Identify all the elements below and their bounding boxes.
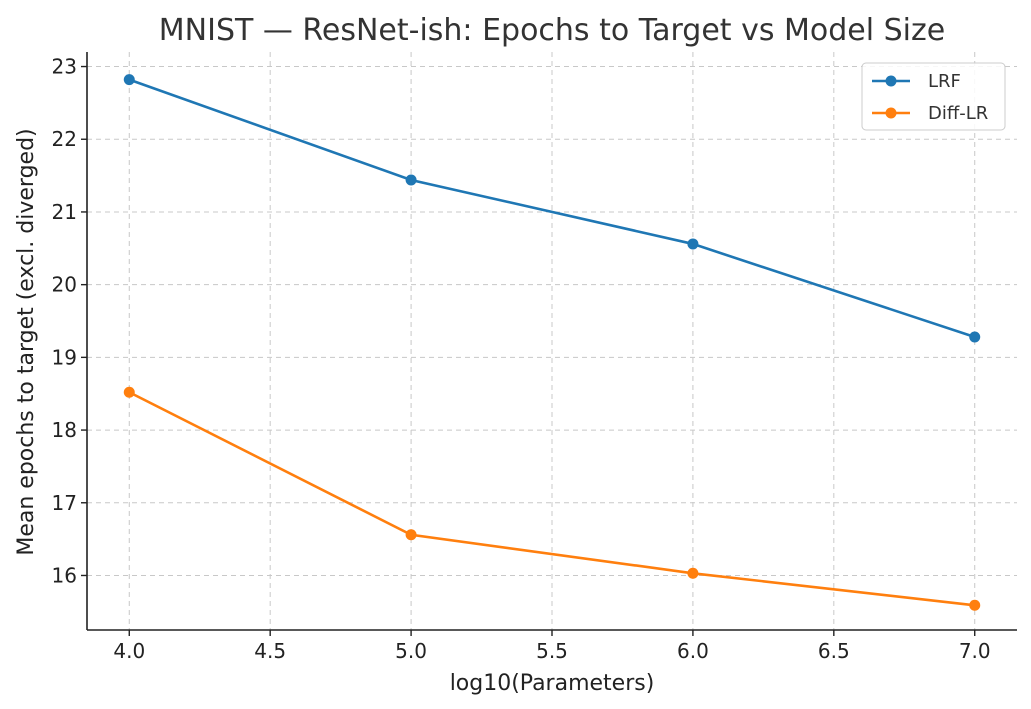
x-axis-label: log10(Parameters) [450, 671, 655, 696]
data-point-diff-lr [687, 567, 699, 579]
series-line-diff-lr [128, 391, 975, 607]
x-axis-ticks: 4.0 4.5 5.0 5.5 6.0 6.5 7.0 [113, 630, 991, 663]
data-point-diff-lr [123, 386, 135, 398]
y-axis-ticks: 16 17 18 19 20 21 22 23 [52, 55, 87, 587]
x-tick-label: 4.0 [113, 639, 145, 663]
x-tick-label: 4.5 [254, 639, 286, 663]
y-tick-label: 17 [52, 491, 77, 515]
chart-title: MNIST — ResNet-ish: Epochs to Target vs … [159, 13, 945, 48]
series-line-lrf [128, 78, 976, 339]
x-tick-label: 6.0 [677, 639, 709, 663]
data-point-lrf [969, 331, 981, 343]
series [123, 74, 981, 611]
x-tick-label: 6.5 [818, 639, 850, 663]
y-tick-label: 23 [52, 55, 77, 79]
y-tick-label: 20 [52, 273, 77, 297]
x-tick-label: 5.5 [536, 639, 568, 663]
legend-marker-lrf [885, 75, 897, 87]
y-tick-label: 19 [52, 345, 77, 369]
y-tick-label: 22 [52, 127, 77, 151]
x-tick-label: 5.0 [395, 639, 427, 663]
y-axis-label: Mean epochs to target (excl. diverged) [14, 128, 39, 555]
legend-label-lrf: LRF [928, 71, 961, 92]
data-point-lrf [405, 174, 417, 186]
data-point-lrf [123, 74, 135, 86]
legend-label-diff-lr: Diff-LR [928, 103, 988, 124]
legend-marker-diff-lr [885, 107, 897, 119]
legend: LRF Diff-LR [861, 62, 1006, 131]
y-tick-label: 18 [52, 418, 77, 442]
grid [87, 52, 1017, 630]
x-tick-label: 7.0 [959, 639, 991, 663]
data-point-diff-lr [405, 529, 417, 541]
data-point-diff-lr [969, 599, 981, 611]
data-point-lrf [687, 238, 699, 250]
y-tick-label: 16 [52, 563, 77, 587]
y-tick-label: 21 [52, 200, 77, 224]
